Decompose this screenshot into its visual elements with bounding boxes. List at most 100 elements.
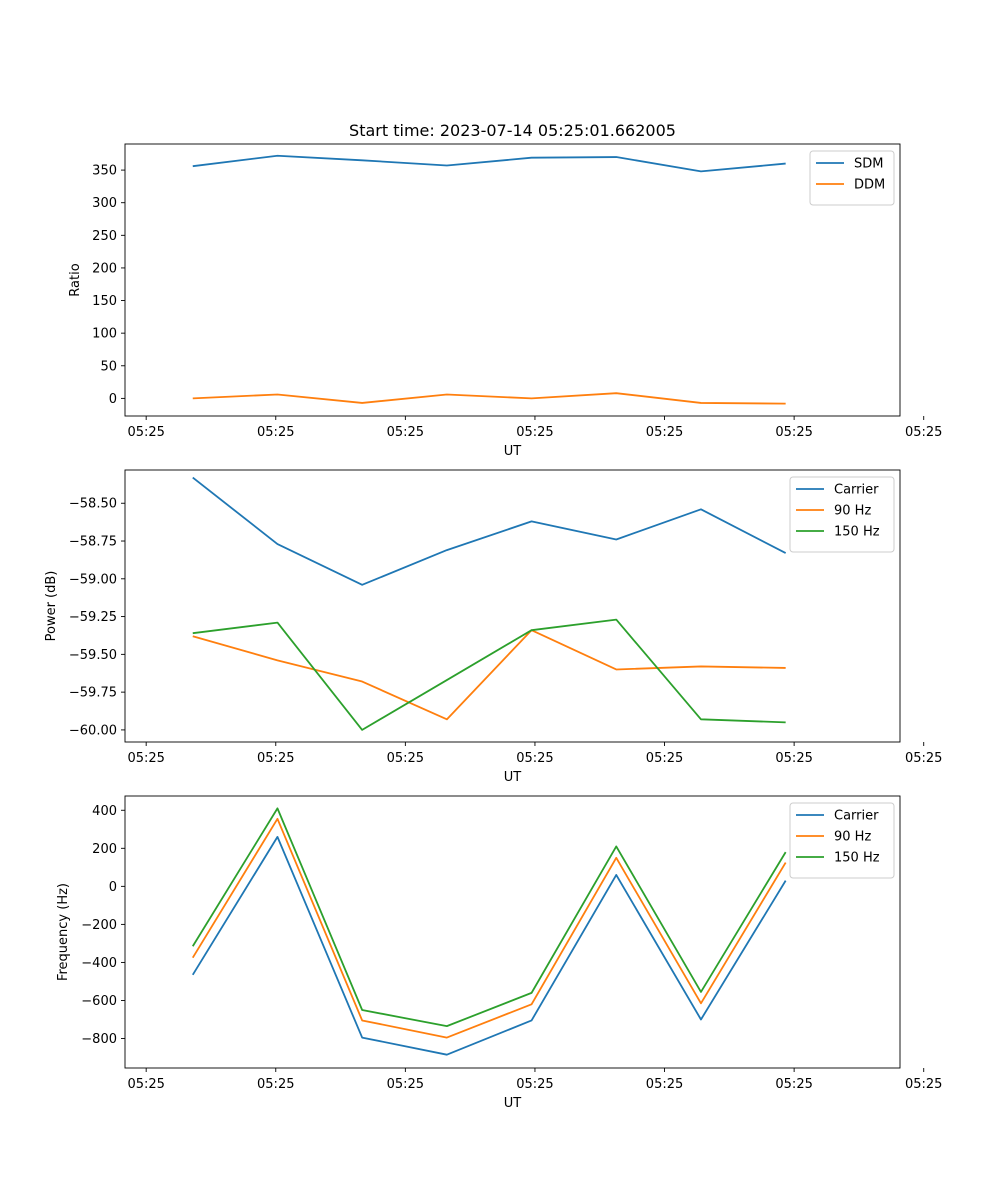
data-point <box>699 170 702 173</box>
x-tick-label: 05:25 <box>905 1077 942 1092</box>
y-axis-label: Frequency (Hz) <box>56 883 71 981</box>
data-point <box>784 861 787 864</box>
y-tick-label: −60.00 <box>69 723 117 738</box>
subplot-frequency: 05:25 05:25 05:25 05:25 05:25 05:25 05:25 400 20… <box>56 795 942 1111</box>
data-point <box>276 807 279 810</box>
x-tick-label: 05:25 <box>646 751 683 766</box>
y-tick-label: 350 <box>92 164 117 179</box>
data-point <box>699 718 702 721</box>
data-point <box>530 629 533 632</box>
data-point <box>276 659 279 662</box>
data-point <box>615 845 618 848</box>
x-tick-label: 05:25 <box>775 425 812 440</box>
x-tick-label: 05:25 <box>516 425 553 440</box>
data-point <box>445 718 448 721</box>
y-tick-label: −59.50 <box>69 648 117 663</box>
x-tick-label: 05:25 <box>646 1077 683 1092</box>
data-point <box>361 728 364 731</box>
legend-label: 150 Hz <box>834 525 880 540</box>
y-tick-label: 200 <box>92 842 117 857</box>
series-line-150-hz <box>191 807 787 1028</box>
y-tick-label: 50 <box>100 359 117 374</box>
legend: Carrier 90 Hz 150 Hz <box>789 802 895 879</box>
data-point <box>276 543 279 546</box>
legend: SDM DDM <box>809 150 895 206</box>
subplot-power: 05:25 05:25 05:25 05:25 05:25 05:25 05:25 −58.5… <box>44 469 942 785</box>
x-tick-label: 05:25 <box>646 425 683 440</box>
x-tick-label: 05:25 <box>775 1077 812 1092</box>
legend-box <box>789 476 895 553</box>
data-point <box>615 873 618 876</box>
figure-title: Start time: 2023-07-14 05:25:01.662005 <box>349 121 676 140</box>
y-tick-label: 0 <box>109 880 117 895</box>
data-point <box>445 1036 448 1039</box>
data-point <box>784 721 787 724</box>
data-point <box>276 835 279 838</box>
y-axis-label: Ratio <box>68 263 83 296</box>
axes-frame <box>124 143 901 417</box>
legend-box <box>789 802 895 879</box>
x-tick-label: 05:25 <box>775 751 812 766</box>
legend-label: 150 Hz <box>834 851 880 866</box>
legend-label: 90 Hz <box>834 504 871 519</box>
y-tick-label: 200 <box>92 261 117 276</box>
y-tick-label: −800 <box>81 1032 117 1047</box>
x-tick-label: 05:25 <box>905 425 942 440</box>
legend-label: 90 Hz <box>834 830 871 845</box>
data-point <box>191 632 194 635</box>
data-point <box>784 851 787 854</box>
data-point <box>615 668 618 671</box>
x-axis-label: UT <box>504 444 522 459</box>
y-tick-label: −59.25 <box>69 610 117 625</box>
y-tick-label: −400 <box>81 956 117 971</box>
data-point <box>784 162 787 165</box>
axes-frame <box>124 469 901 743</box>
data-point <box>784 402 787 405</box>
y-axis-label: Power (dB) <box>44 571 59 642</box>
x-tick-label: 05:25 <box>516 751 553 766</box>
data-point <box>445 679 448 682</box>
y-tick-label: 100 <box>92 327 117 342</box>
x-tick-label: 05:25 <box>257 425 294 440</box>
data-point <box>445 393 448 396</box>
data-point <box>361 1019 364 1022</box>
data-point <box>445 1053 448 1056</box>
data-point <box>530 397 533 400</box>
data-point <box>445 1025 448 1028</box>
series-line-ddm <box>192 392 786 405</box>
x-tick-label: 05:25 <box>257 1077 294 1092</box>
data-point <box>191 165 194 168</box>
series-line-carrier <box>192 476 787 586</box>
x-axis-label: UT <box>504 770 522 785</box>
data-point <box>276 621 279 624</box>
data-point <box>615 618 618 621</box>
data-point <box>191 635 194 638</box>
series-line-90-hz <box>192 629 786 721</box>
legend-box <box>809 150 895 206</box>
data-point <box>445 549 448 552</box>
data-point <box>784 552 787 555</box>
legend: Carrier 90 Hz 150 Hz <box>789 476 895 553</box>
data-point <box>784 666 787 669</box>
legend-label: SDM <box>854 157 883 172</box>
x-tick-label: 05:25 <box>127 751 164 766</box>
data-point <box>699 990 702 993</box>
y-tick-label: 300 <box>92 196 117 211</box>
data-point <box>445 164 448 167</box>
series-line-sdm <box>192 154 786 173</box>
series-line-90-hz <box>191 817 787 1039</box>
y-tick-label: −58.50 <box>69 497 117 512</box>
data-point <box>699 665 702 668</box>
data-point <box>699 508 702 511</box>
data-point <box>615 392 618 395</box>
data-point <box>615 538 618 541</box>
x-tick-label: 05:25 <box>387 1077 424 1092</box>
x-tick-label: 05:25 <box>516 1077 553 1092</box>
legend-label: DDM <box>854 178 885 193</box>
data-point <box>530 991 533 994</box>
data-point <box>615 156 618 159</box>
data-point <box>276 154 279 157</box>
y-tick-label: −59.75 <box>69 686 117 701</box>
data-point <box>361 1036 364 1039</box>
